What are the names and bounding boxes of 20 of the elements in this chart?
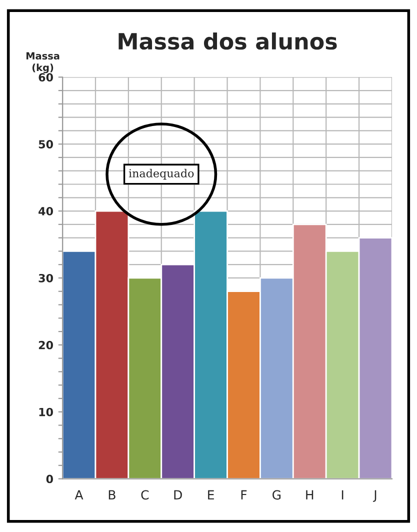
x-tick-label: D <box>174 490 182 500</box>
y-tick-label: 0 <box>46 474 53 484</box>
x-tick-label: I <box>342 490 344 500</box>
x-tick-label: C <box>141 490 149 500</box>
x-tick-label: B <box>108 490 116 500</box>
y-axis-title: Massa (kg) <box>26 52 60 74</box>
x-tick-label: J <box>373 490 376 502</box>
y-tick-label: 10 <box>39 408 53 416</box>
x-tick-label: A <box>74 490 84 500</box>
y-tick-label: 40 <box>38 207 53 216</box>
x-tick-label: H <box>306 490 314 500</box>
x-tick-label: F <box>241 490 247 500</box>
x-tick-label: E <box>208 490 214 500</box>
y-tick-label: 20 <box>38 340 53 350</box>
x-tick-label: G <box>272 490 280 500</box>
chart-title: Massa dos alunos <box>118 32 337 50</box>
annotation: inadequado <box>128 168 194 180</box>
y-tick-label: 50 <box>38 140 53 148</box>
y-tick-label: 30 <box>38 274 53 282</box>
y-tick-label: 60 <box>38 73 53 82</box>
